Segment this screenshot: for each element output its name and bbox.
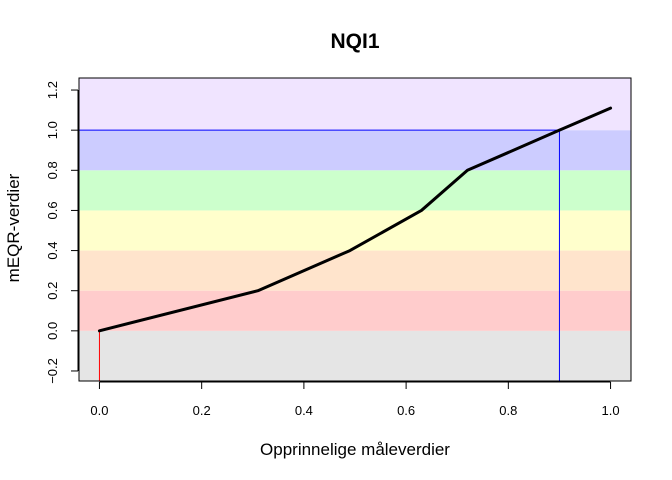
y-tick-label-3: 0.4	[45, 242, 60, 260]
class-band-1	[79, 290, 631, 331]
class-bands	[79, 78, 631, 381]
y-tick-label-2: 0.2	[45, 282, 60, 300]
x-tick-label-5: 1.0	[602, 403, 620, 418]
chart-title: NQI1	[330, 30, 379, 53]
x-axis: 0.0 0.2 0.4 0.6 0.8 1.0	[90, 381, 620, 418]
y-tick-label-4: 0.6	[45, 201, 60, 219]
plot-frame	[78, 77, 632, 382]
x-tick-label-3: 0.6	[397, 403, 415, 418]
x-tick-label-2: 0.4	[295, 403, 313, 418]
x-axis-label: Opprinnelige måleverdier	[260, 440, 450, 459]
class-band-0	[79, 330, 631, 381]
y-tick-label-7: 1.2	[45, 81, 60, 99]
y-tick-label-5: 0.8	[45, 161, 60, 179]
class-band-5	[79, 130, 631, 171]
y-axis: −0.2 0.0 0.2 0.4 0.6 0.8 1.0 1.2	[45, 81, 79, 384]
class-band-2	[79, 250, 631, 291]
class-band-3	[79, 210, 631, 251]
y-tick-label-0: −0.2	[45, 358, 60, 384]
series-layer	[97, 106, 613, 333]
reference-lines	[79, 129, 560, 381]
x-tick-label-1: 0.2	[193, 403, 211, 418]
x-tick-label-0: 0.0	[90, 403, 108, 418]
y-axis-label: mEQR-verdier	[4, 173, 23, 282]
class-band-6	[79, 78, 631, 131]
x-tick-label-4: 0.8	[499, 403, 517, 418]
series-line-0	[97, 106, 613, 333]
y-tick-label-6: 1.0	[45, 121, 60, 139]
class-band-4	[79, 170, 631, 211]
y-tick-label-1: 0.0	[45, 322, 60, 340]
